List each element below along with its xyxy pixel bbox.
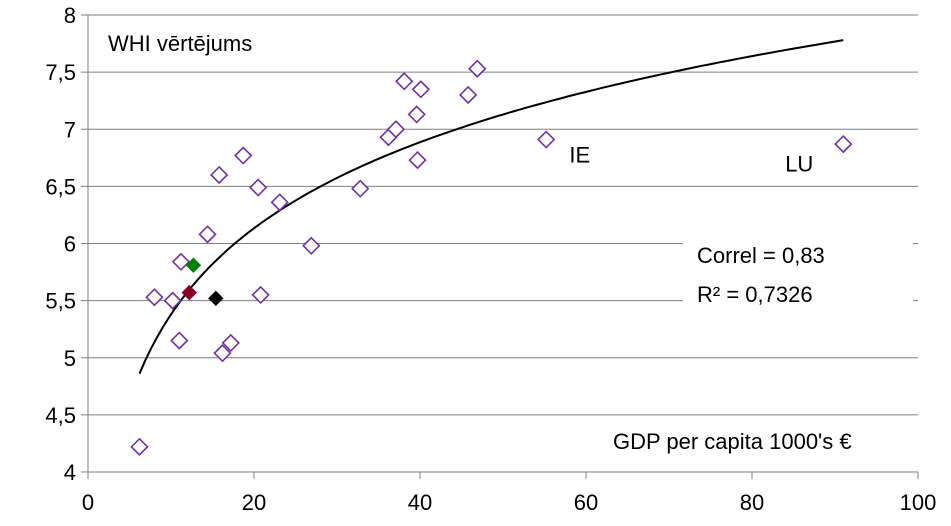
y-tick-label: 6 [64, 232, 76, 257]
country-label: IE [569, 142, 590, 167]
y-tick-label: 8 [64, 3, 76, 28]
data-point [459, 85, 478, 105]
data-point [537, 130, 556, 149]
data-point [468, 59, 487, 78]
y-tick-label: 6,5 [45, 174, 76, 199]
data-point [408, 150, 427, 170]
ylabel-backdrop [98, 22, 303, 62]
data-point [130, 437, 149, 456]
x-tick-labels: 0 20 40 60 80 100 [82, 490, 936, 515]
data-point [834, 134, 853, 154]
data-point [249, 178, 268, 197]
x-tick-label: 40 [408, 490, 432, 515]
highlighted-data-point [208, 290, 224, 307]
x-axis-label: GDP per capita 1000's € [613, 429, 852, 454]
data-point [198, 225, 217, 244]
highlighted-data-point [185, 257, 202, 273]
x-tick-label: 100 [900, 490, 937, 515]
data-points [130, 59, 853, 456]
y-tick-label: 5,5 [45, 289, 76, 314]
y-tick-label: 4 [64, 460, 76, 485]
data-point [163, 291, 182, 310]
y-tick-label: 7,5 [45, 60, 76, 85]
data-point [251, 285, 270, 305]
data-point [411, 80, 430, 99]
data-point [351, 179, 370, 198]
r-squared-annotation: R² = 0,7326 [697, 282, 813, 307]
data-point [171, 252, 191, 271]
highlighted-data-point [181, 284, 197, 301]
x-tick-label: 60 [574, 490, 598, 515]
correl-annotation: Correl = 0,83 [697, 243, 825, 268]
trendline [138, 39, 844, 375]
point-labels: IE LU [569, 142, 813, 176]
y-tick-label: 5 [64, 346, 76, 371]
country-label: LU [785, 152, 813, 177]
trendline-group [138, 39, 844, 375]
stats-backdrop [683, 232, 913, 320]
data-point [386, 120, 406, 139]
data-point [170, 331, 189, 350]
y-tick-labels: 4 4,5 5 5,5 6 6,5 7 7,5 8 [45, 3, 76, 485]
axes [87, 15, 919, 479]
data-point [213, 344, 232, 363]
data-point [395, 72, 414, 91]
y-tick-label: 7 [64, 117, 76, 142]
x-tick-label: 20 [242, 490, 266, 515]
x-tick-label: 0 [82, 490, 94, 515]
y-tick-label: 4,5 [45, 403, 76, 428]
xlabel-backdrop [607, 420, 917, 460]
data-point [221, 333, 240, 353]
data-point [145, 288, 164, 307]
x-tick-label: 80 [740, 490, 764, 515]
data-point [210, 165, 229, 185]
data-point [234, 146, 253, 165]
data-point [407, 105, 426, 124]
y-axis-label: WHI vērtējums [108, 31, 252, 56]
data-point [270, 193, 289, 212]
data-point [302, 236, 321, 255]
